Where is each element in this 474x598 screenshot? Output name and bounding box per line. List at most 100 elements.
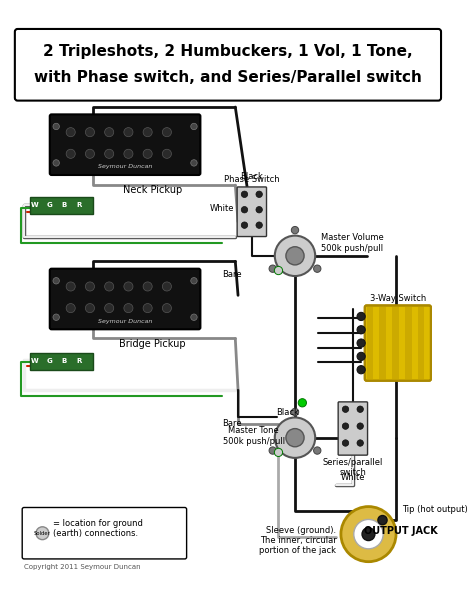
Circle shape — [357, 352, 365, 361]
Circle shape — [256, 222, 263, 228]
Text: Solder: Solder — [34, 530, 51, 536]
Circle shape — [143, 127, 152, 137]
Text: Black: Black — [276, 408, 299, 417]
Text: G: G — [47, 202, 53, 208]
Bar — [392, 307, 399, 379]
Text: W: W — [31, 202, 39, 208]
Circle shape — [191, 123, 197, 130]
Text: R: R — [76, 358, 82, 364]
Circle shape — [357, 440, 364, 446]
Circle shape — [124, 282, 133, 291]
Circle shape — [342, 423, 349, 429]
Circle shape — [162, 150, 172, 158]
Circle shape — [162, 304, 172, 313]
Circle shape — [124, 127, 133, 137]
Circle shape — [105, 127, 114, 137]
Circle shape — [275, 417, 315, 458]
Text: Master Volume
500k push/pull: Master Volume 500k push/pull — [321, 233, 383, 253]
Text: G: G — [47, 358, 53, 364]
Circle shape — [357, 339, 365, 347]
Circle shape — [357, 365, 365, 374]
Circle shape — [275, 236, 315, 276]
Text: 3-Way Switch: 3-Way Switch — [370, 294, 426, 303]
Text: Phase Switch: Phase Switch — [224, 175, 280, 184]
Circle shape — [241, 191, 248, 197]
FancyBboxPatch shape — [50, 269, 201, 329]
Text: 2 Tripleshots, 2 Humbuckers, 1 Vol, 1 Tone,: 2 Tripleshots, 2 Humbuckers, 1 Vol, 1 To… — [43, 44, 413, 59]
Circle shape — [53, 314, 59, 321]
Circle shape — [191, 160, 197, 166]
Text: Neck Pickup: Neck Pickup — [123, 185, 182, 195]
Text: Black: Black — [240, 172, 263, 181]
Text: with Phase switch, and Series/Parallel switch: with Phase switch, and Series/Parallel s… — [34, 70, 422, 85]
Circle shape — [357, 326, 365, 334]
Circle shape — [143, 304, 152, 313]
Circle shape — [362, 527, 375, 541]
Text: Sleeve (ground).
The inner, circular
portion of the jack: Sleeve (ground). The inner, circular por… — [259, 526, 337, 556]
FancyBboxPatch shape — [338, 402, 367, 455]
Circle shape — [274, 448, 283, 456]
FancyBboxPatch shape — [365, 306, 431, 381]
Text: Tip (hot output): Tip (hot output) — [402, 505, 468, 514]
Circle shape — [53, 277, 59, 284]
Circle shape — [378, 515, 387, 524]
Circle shape — [66, 304, 75, 313]
Text: Bare: Bare — [222, 419, 242, 428]
Bar — [366, 307, 373, 379]
Circle shape — [162, 127, 172, 137]
Circle shape — [66, 127, 75, 137]
Circle shape — [341, 507, 396, 562]
Circle shape — [256, 191, 263, 197]
Circle shape — [292, 227, 299, 234]
Bar — [380, 307, 386, 379]
Circle shape — [85, 150, 94, 158]
Text: B: B — [62, 202, 67, 208]
Bar — [30, 353, 93, 370]
Circle shape — [292, 408, 299, 416]
Text: = location for ground
(earth) connections.: = location for ground (earth) connection… — [54, 519, 143, 538]
Circle shape — [286, 429, 304, 447]
Circle shape — [143, 150, 152, 158]
Circle shape — [85, 127, 94, 137]
Circle shape — [286, 247, 304, 265]
Text: Seymour Duncan: Seymour Duncan — [98, 164, 152, 169]
Circle shape — [357, 406, 364, 413]
Text: B: B — [62, 358, 67, 364]
Text: White: White — [210, 203, 234, 212]
Text: R: R — [76, 202, 82, 208]
Circle shape — [314, 265, 321, 272]
Text: Seymour Duncan: Seymour Duncan — [98, 319, 152, 324]
Circle shape — [162, 282, 172, 291]
Text: Series/parallel
switch: Series/parallel switch — [323, 458, 383, 477]
Circle shape — [298, 399, 307, 407]
FancyBboxPatch shape — [237, 187, 266, 237]
Bar — [405, 307, 411, 379]
FancyBboxPatch shape — [22, 508, 187, 559]
Circle shape — [269, 265, 276, 272]
Circle shape — [354, 520, 383, 549]
Circle shape — [241, 206, 248, 213]
Circle shape — [124, 150, 133, 158]
Text: W: W — [31, 358, 39, 364]
Bar — [418, 307, 425, 379]
Circle shape — [314, 447, 321, 454]
Text: Bare: Bare — [222, 270, 242, 279]
Circle shape — [357, 423, 364, 429]
Circle shape — [105, 304, 114, 313]
Circle shape — [53, 123, 59, 130]
Circle shape — [85, 304, 94, 313]
FancyBboxPatch shape — [15, 29, 441, 100]
Circle shape — [269, 447, 276, 454]
Circle shape — [241, 222, 248, 228]
Circle shape — [66, 150, 75, 158]
Circle shape — [256, 206, 263, 213]
Circle shape — [274, 266, 283, 274]
Text: Copyright 2011 Seymour Duncan: Copyright 2011 Seymour Duncan — [24, 564, 141, 570]
Bar — [30, 197, 93, 213]
Circle shape — [36, 527, 49, 539]
Circle shape — [105, 150, 114, 158]
Circle shape — [342, 406, 349, 413]
Circle shape — [342, 440, 349, 446]
Circle shape — [85, 282, 94, 291]
Circle shape — [124, 304, 133, 313]
